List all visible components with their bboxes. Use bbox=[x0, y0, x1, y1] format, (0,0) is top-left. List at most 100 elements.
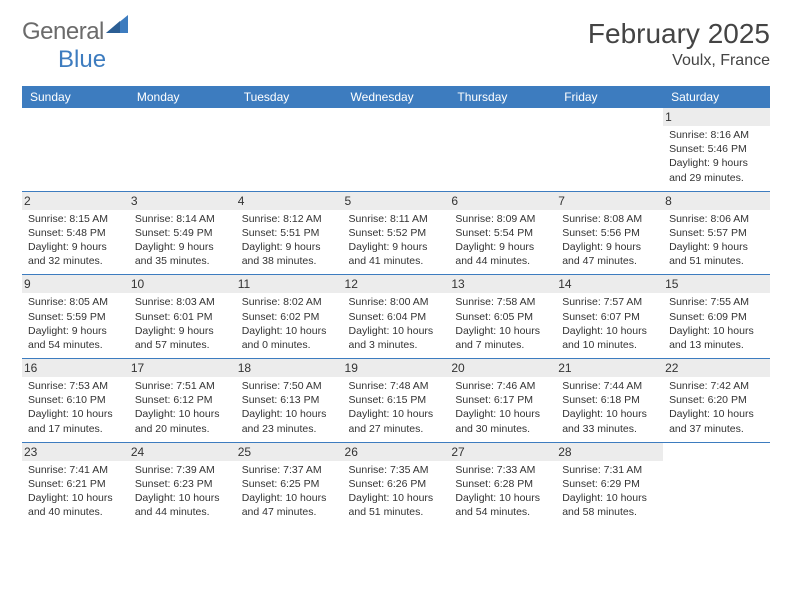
daylight-text-2: and 27 minutes. bbox=[349, 422, 444, 436]
day-data: Sunrise: 8:11 AMSunset: 5:52 PMDaylight:… bbox=[349, 212, 444, 269]
day-data: Sunrise: 8:05 AMSunset: 5:59 PMDaylight:… bbox=[28, 295, 123, 352]
daylight-text-1: Daylight: 9 hours bbox=[562, 240, 657, 254]
calendar-cell: 25Sunrise: 7:37 AMSunset: 6:25 PMDayligh… bbox=[236, 442, 343, 525]
daylight-text-1: Daylight: 10 hours bbox=[562, 491, 657, 505]
daylight-text-2: and 30 minutes. bbox=[455, 422, 550, 436]
calendar-cell: 28Sunrise: 7:31 AMSunset: 6:29 PMDayligh… bbox=[556, 442, 663, 525]
calendar-page: General February 2025 Voulx, France Blue… bbox=[0, 0, 792, 535]
day-data: Sunrise: 7:35 AMSunset: 6:26 PMDaylight:… bbox=[349, 463, 444, 520]
sunrise-text: Sunrise: 7:51 AM bbox=[135, 379, 230, 393]
sunrise-text: Sunrise: 7:48 AM bbox=[349, 379, 444, 393]
day-data: Sunrise: 7:42 AMSunset: 6:20 PMDaylight:… bbox=[669, 379, 764, 436]
daylight-text-2: and 54 minutes. bbox=[455, 505, 550, 519]
day-data: Sunrise: 8:02 AMSunset: 6:02 PMDaylight:… bbox=[242, 295, 337, 352]
day-data: Sunrise: 7:55 AMSunset: 6:09 PMDaylight:… bbox=[669, 295, 764, 352]
weekday-header: Friday bbox=[556, 86, 663, 108]
day-data: Sunrise: 7:31 AMSunset: 6:29 PMDaylight:… bbox=[562, 463, 657, 520]
day-number: 22 bbox=[663, 359, 770, 377]
daylight-text-1: Daylight: 10 hours bbox=[242, 407, 337, 421]
sunrise-text: Sunrise: 7:57 AM bbox=[562, 295, 657, 309]
calendar-cell: 23 Sunrise: 7:41 AMSunset: 6:21 PMDayligh… bbox=[22, 442, 129, 525]
calendar-cell: 17Sunrise: 7:51 AMSunset: 6:12 PMDayligh… bbox=[129, 359, 236, 443]
sunset-text: Sunset: 5:49 PM bbox=[135, 226, 230, 240]
daylight-text-1: Daylight: 10 hours bbox=[455, 407, 550, 421]
sunset-text: Sunset: 5:48 PM bbox=[28, 226, 123, 240]
daylight-text-2: and 58 minutes. bbox=[562, 505, 657, 519]
day-number: 19 bbox=[343, 359, 450, 377]
calendar-row: 16Sunrise: 7:53 AMSunset: 6:10 PMDayligh… bbox=[22, 359, 770, 443]
daylight-text-2: and 7 minutes. bbox=[455, 338, 550, 352]
calendar-cell bbox=[343, 108, 450, 191]
daylight-text-1: Daylight: 10 hours bbox=[242, 491, 337, 505]
sunset-text: Sunset: 5:52 PM bbox=[349, 226, 444, 240]
sunset-text: Sunset: 6:07 PM bbox=[562, 310, 657, 324]
calendar-cell bbox=[449, 108, 556, 191]
sunrise-text: Sunrise: 8:03 AM bbox=[135, 295, 230, 309]
sunrise-text: Sunrise: 8:06 AM bbox=[669, 212, 764, 226]
calendar-cell: 11Sunrise: 8:02 AMSunset: 6:02 PMDayligh… bbox=[236, 275, 343, 359]
sunrise-text: Sunrise: 7:37 AM bbox=[242, 463, 337, 477]
sunrise-text: Sunrise: 7:53 AM bbox=[28, 379, 123, 393]
daylight-text-2: and 47 minutes. bbox=[562, 254, 657, 268]
daylight-text-1: Daylight: 10 hours bbox=[562, 324, 657, 338]
day-data: Sunrise: 8:03 AMSunset: 6:01 PMDaylight:… bbox=[135, 295, 230, 352]
day-number: 5 bbox=[343, 192, 450, 210]
calendar-cell: 9Sunrise: 8:05 AMSunset: 5:59 PMDaylight… bbox=[22, 275, 129, 359]
day-number: 25 bbox=[236, 443, 343, 461]
daylight-text-1: Daylight: 9 hours bbox=[135, 240, 230, 254]
daylight-text-1: Daylight: 9 hours bbox=[349, 240, 444, 254]
daylight-text-1: Daylight: 9 hours bbox=[28, 324, 123, 338]
sunrise-text: Sunrise: 7:58 AM bbox=[455, 295, 550, 309]
calendar-cell: 18Sunrise: 7:50 AMSunset: 6:13 PMDayligh… bbox=[236, 359, 343, 443]
day-number: 16 bbox=[22, 359, 129, 377]
day-data: Sunrise: 7:48 AMSunset: 6:15 PMDaylight:… bbox=[349, 379, 444, 436]
calendar-table: Sunday Monday Tuesday Wednesday Thursday… bbox=[22, 86, 770, 525]
day-data: Sunrise: 8:16 AMSunset: 5:46 PMDaylight:… bbox=[669, 128, 764, 185]
weekday-header: Monday bbox=[129, 86, 236, 108]
sunset-text: Sunset: 6:13 PM bbox=[242, 393, 337, 407]
day-number: 4 bbox=[236, 192, 343, 210]
day-number: 12 bbox=[343, 275, 450, 293]
sunset-text: Sunset: 5:54 PM bbox=[455, 226, 550, 240]
calendar-body: 1Sunrise: 8:16 AMSunset: 5:46 PMDaylight… bbox=[22, 108, 770, 525]
daylight-text-1: Daylight: 10 hours bbox=[562, 407, 657, 421]
daylight-text-1: Daylight: 10 hours bbox=[242, 324, 337, 338]
sunrise-text: Sunrise: 8:11 AM bbox=[349, 212, 444, 226]
calendar-cell bbox=[236, 108, 343, 191]
day-number: 27 bbox=[449, 443, 556, 461]
brand-name-2: Blue bbox=[58, 46, 106, 73]
daylight-text-2: and 10 minutes. bbox=[562, 338, 657, 352]
day-data: Sunrise: 7:46 AMSunset: 6:17 PMDaylight:… bbox=[455, 379, 550, 436]
calendar-cell: 14Sunrise: 7:57 AMSunset: 6:07 PMDayligh… bbox=[556, 275, 663, 359]
day-data: Sunrise: 8:00 AMSunset: 6:04 PMDaylight:… bbox=[349, 295, 444, 352]
calendar-cell: 12 Sunrise: 8:00 AMSunset: 6:04 PMDayligh… bbox=[343, 275, 450, 359]
sunset-text: Sunset: 5:59 PM bbox=[28, 310, 123, 324]
daylight-text-2: and 47 minutes. bbox=[242, 505, 337, 519]
sunset-text: Sunset: 6:29 PM bbox=[562, 477, 657, 491]
daylight-text-1: Daylight: 10 hours bbox=[349, 491, 444, 505]
sunrise-text: Sunrise: 7:50 AM bbox=[242, 379, 337, 393]
weekday-header: Wednesday bbox=[343, 86, 450, 108]
daylight-text-2: and 37 minutes. bbox=[669, 422, 764, 436]
day-data: Sunrise: 8:12 AMSunset: 5:51 PMDaylight:… bbox=[242, 212, 337, 269]
day-number: 23 bbox=[22, 443, 129, 461]
sunrise-text: Sunrise: 7:33 AM bbox=[455, 463, 550, 477]
sunrise-text: Sunrise: 7:35 AM bbox=[349, 463, 444, 477]
calendar-cell: 22 Sunrise: 7:42 AMSunset: 6:20 PMDayligh… bbox=[663, 359, 770, 443]
sunset-text: Sunset: 6:05 PM bbox=[455, 310, 550, 324]
sunset-text: Sunset: 6:23 PM bbox=[135, 477, 230, 491]
calendar-cell: 15Sunrise: 7:55 AMSunset: 6:09 PMDayligh… bbox=[663, 275, 770, 359]
sunset-text: Sunset: 6:28 PM bbox=[455, 477, 550, 491]
calendar-cell: 26Sunrise: 7:35 AMSunset: 6:26 PMDayligh… bbox=[343, 442, 450, 525]
brand-sub-row: Blue bbox=[22, 46, 770, 74]
daylight-text-2: and 54 minutes. bbox=[28, 338, 123, 352]
day-data: Sunrise: 7:41 AMSunset: 6:21 PMDaylight:… bbox=[28, 463, 123, 520]
calendar-row: 1Sunrise: 8:16 AMSunset: 5:46 PMDaylight… bbox=[22, 108, 770, 191]
daylight-text-1: Daylight: 10 hours bbox=[455, 324, 550, 338]
sunrise-text: Sunrise: 7:42 AM bbox=[669, 379, 764, 393]
daylight-text-2: and 32 minutes. bbox=[28, 254, 123, 268]
daylight-text-1: Daylight: 10 hours bbox=[669, 324, 764, 338]
sunset-text: Sunset: 6:02 PM bbox=[242, 310, 337, 324]
day-number: 17 bbox=[129, 359, 236, 377]
brand-logo: General bbox=[22, 18, 130, 46]
